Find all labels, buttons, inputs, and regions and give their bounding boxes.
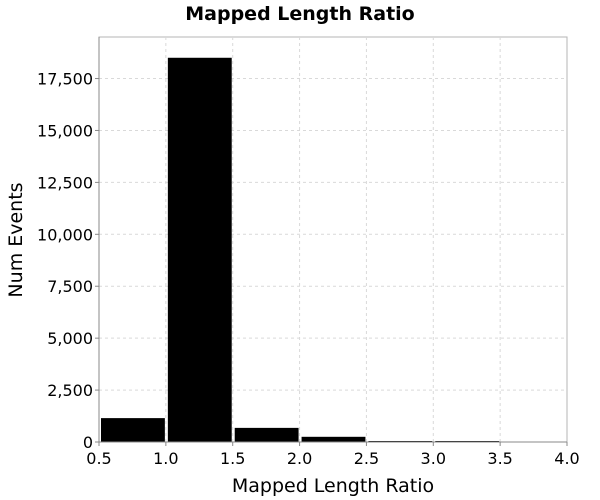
x-tick-label: 1.5	[220, 449, 245, 468]
x-tick-label: 4.0	[554, 449, 579, 468]
y-tick-labels: 0 2,500 5,000 7,500 10,000 12,500 15,000 17,500	[37, 70, 93, 452]
y-tick-label: 17,500	[37, 70, 93, 89]
x-tick-label: 3.0	[421, 449, 446, 468]
bar-3	[301, 436, 366, 442]
x-tick-label: 3.5	[487, 449, 512, 468]
axes	[95, 37, 568, 446]
bars	[101, 57, 500, 443]
y-tick-label: 0	[83, 433, 93, 452]
bar-2	[234, 427, 299, 442]
bar-1	[167, 57, 232, 443]
chart-title: Mapped Length Ratio	[185, 3, 414, 25]
bar-0	[101, 418, 165, 442]
x-tick-label: 2.0	[287, 449, 312, 468]
x-tick-label: 0.5	[86, 449, 111, 468]
y-axis-label: Num Events	[5, 182, 27, 297]
y-tick-label: 12,500	[37, 173, 93, 192]
y-tick-label: 7,500	[47, 277, 93, 296]
x-tick-labels: 0.5 1.0 1.5 2.0 2.5 3.0 3.5 4.0	[86, 449, 579, 468]
y-tick-label: 5,000	[47, 329, 93, 348]
y-tick-label: 2,500	[47, 381, 93, 400]
x-tick-label: 1.0	[153, 449, 178, 468]
x-tick-label: 2.5	[354, 449, 379, 468]
y-tick-label: 10,000	[37, 225, 93, 244]
x-axis-label: Mapped Length Ratio	[232, 475, 434, 497]
y-tick-label: 15,000	[37, 121, 93, 140]
